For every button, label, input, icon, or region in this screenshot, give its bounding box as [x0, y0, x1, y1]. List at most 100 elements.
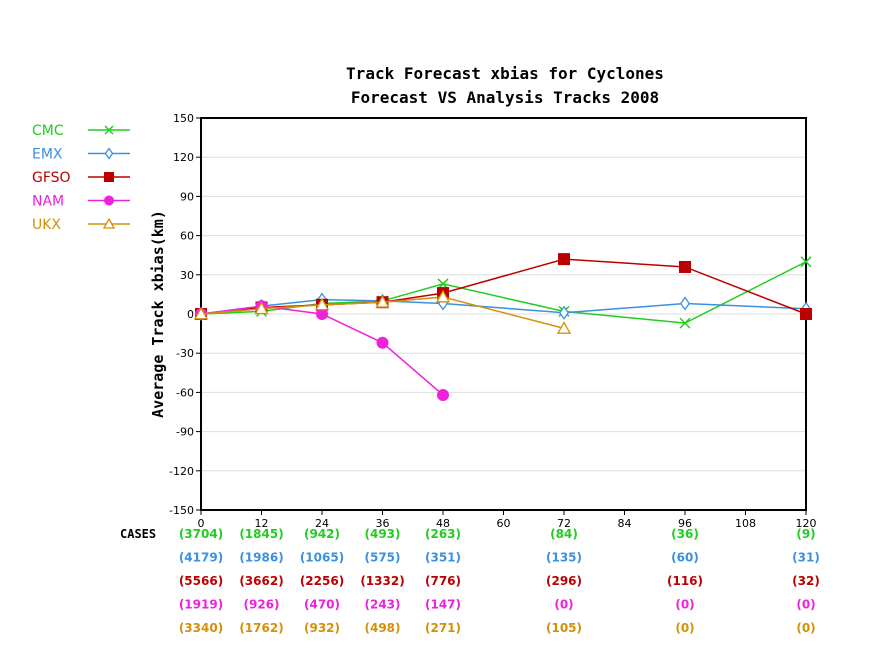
case-count-nam: (0)	[796, 598, 815, 612]
x-tick-label: 24	[315, 517, 329, 530]
data-point-ukx	[193, 306, 209, 320]
case-count-nam: (147)	[425, 598, 461, 612]
series-line-cmc	[200, 261, 807, 324]
legend-marker-emx	[104, 147, 114, 160]
data-point-ukx	[556, 321, 572, 334]
case-count-cmc: (3704)	[179, 527, 223, 541]
data-point-cmc	[679, 317, 691, 329]
series-layer	[193, 253, 812, 402]
cases-label: CASES	[120, 527, 156, 541]
data-point-nam	[376, 336, 389, 349]
data-point-cmc	[800, 256, 812, 268]
cases-table: (3704) (1845) (942) (493) (263) (84) (36) (9) (4…	[179, 527, 820, 635]
chart-subtitle: Forecast VS Analysis Tracks 2008	[351, 88, 659, 107]
data-point-gfso	[800, 308, 812, 320]
y-tick-label: 120	[173, 151, 194, 164]
y-tick-label: 0	[187, 308, 194, 321]
case-count-cmc: (84)	[550, 527, 578, 541]
series-line-gfso	[200, 258, 807, 315]
case-count-nam: (926)	[243, 598, 279, 612]
y-tick-label: -150	[169, 504, 194, 517]
case-count-cmc: (1845)	[239, 527, 283, 541]
legend-label-cmc: CMC	[32, 123, 64, 139]
y-tick-label: -90	[176, 426, 194, 439]
case-count-cmc: (263)	[425, 527, 461, 541]
case-count-emx: (1986)	[239, 551, 283, 565]
data-point-emx	[680, 296, 690, 311]
legend-marker-ukx	[102, 217, 116, 229]
case-count-emx: (4179)	[179, 551, 223, 565]
series-ukx	[193, 289, 572, 334]
legend-marker-nam	[104, 195, 114, 206]
x-ticks: 0 12 24 36 48 60 72 84 96 108 120	[198, 510, 817, 530]
y-tick-label: 30	[180, 269, 194, 282]
legend-label-ukx: UKX	[32, 217, 61, 233]
case-count-ukx: (932)	[304, 621, 340, 635]
case-count-gfso: (776)	[425, 574, 461, 588]
case-count-ukx: (498)	[364, 621, 400, 635]
case-count-ukx: (105)	[546, 621, 582, 635]
legend-label-nam: NAM	[32, 194, 64, 210]
case-count-cmc: (9)	[796, 527, 815, 541]
y-tick-label: -60	[176, 386, 194, 399]
data-point-ukx	[435, 289, 451, 303]
x-tick-label: 120	[796, 517, 817, 530]
legend-marker-cmc	[104, 125, 114, 135]
case-count-ukx: (0)	[675, 621, 694, 635]
data-point-ukx	[254, 301, 269, 315]
x-tick-label: 84	[618, 517, 632, 530]
case-count-cmc: (493)	[364, 527, 400, 541]
case-count-emx: (351)	[425, 551, 461, 565]
series-line-emx	[200, 298, 807, 315]
y-tick-label: -120	[169, 465, 194, 478]
case-count-emx: (60)	[671, 551, 699, 565]
data-point-gfso	[558, 253, 570, 266]
x-tick-label: 72	[557, 517, 571, 530]
legend-label-gfso: GFSO	[32, 170, 71, 186]
case-count-gfso: (116)	[667, 574, 703, 588]
data-point-ukx	[314, 297, 330, 311]
case-count-gfso: (1332)	[360, 574, 404, 588]
y-ticks: -150 -120 -90 -60 -30 0 30 60 90 120 150	[169, 112, 201, 517]
case-count-gfso: (3662)	[239, 574, 283, 588]
x-tick-label: 12	[255, 517, 269, 530]
y-tick-label: -30	[176, 347, 194, 360]
case-count-nam: (243)	[364, 598, 400, 612]
x-tick-label: 36	[376, 517, 390, 530]
data-point-nam	[437, 389, 449, 402]
series-nam	[195, 300, 449, 402]
case-count-ukx: (3340)	[179, 621, 223, 635]
data-point-nam	[316, 308, 328, 320]
data-point-emx	[559, 305, 569, 320]
series-line-ukx	[200, 296, 565, 330]
case-count-gfso: (296)	[546, 574, 582, 588]
legend-label-emx: EMX	[32, 147, 63, 163]
case-count-ukx: (271)	[425, 621, 461, 635]
chart-title: Track Forecast xbias for Cyclones	[346, 64, 664, 83]
legend-marker-gfso	[104, 172, 114, 182]
x-tick-label: 108	[735, 517, 756, 530]
case-count-cmc: (942)	[304, 527, 340, 541]
legend: CMC EMX GFSO NAM UKX	[32, 123, 130, 233]
case-count-nam: (470)	[304, 598, 340, 612]
data-point-gfso	[679, 260, 691, 273]
x-tick-label: 60	[497, 517, 511, 530]
y-tick-label: 90	[180, 190, 194, 203]
series-cmc	[195, 256, 812, 329]
case-count-emx: (135)	[546, 551, 582, 565]
x-tick-label: 0	[198, 517, 205, 530]
case-count-gfso: (5566)	[179, 574, 223, 588]
case-count-emx: (1065)	[300, 551, 344, 565]
case-count-emx: (31)	[792, 551, 820, 565]
case-count-nam: (1919)	[179, 598, 223, 612]
case-count-ukx: (1762)	[239, 621, 283, 635]
y-axis-label: Average Track xbias(km)	[149, 210, 167, 418]
case-count-ukx: (0)	[796, 621, 815, 635]
case-count-gfso: (32)	[792, 574, 820, 588]
case-count-nam: (0)	[675, 598, 694, 612]
x-tick-label: 96	[678, 517, 692, 530]
grid	[201, 156, 806, 472]
data-point-ukx	[375, 294, 390, 308]
case-count-nam: (0)	[554, 598, 573, 612]
